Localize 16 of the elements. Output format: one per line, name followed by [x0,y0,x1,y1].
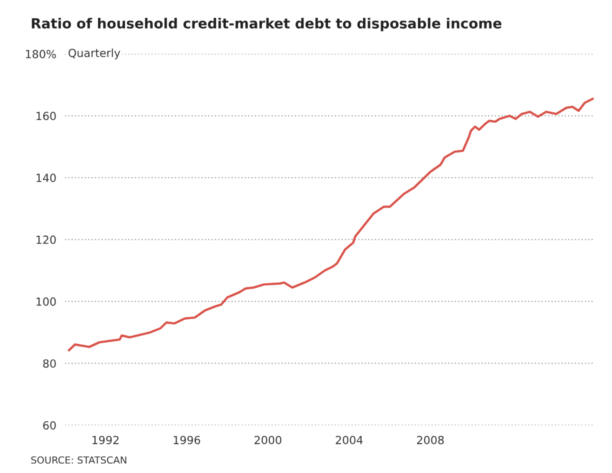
line-series [68,98,594,352]
y-tick-label: 60 [43,421,56,430]
y-tick-label: 180% [26,50,56,58]
x-tick-label: 2000 [254,436,282,444]
y-tick-label: 160 [36,112,56,120]
y-tick-label: 140 [36,174,56,182]
x-tick-label: 1996 [174,436,200,444]
y-tick-label: 80 [43,359,56,368]
x-tick-label: 2008 [417,436,444,444]
y-tick-label: 100 [36,297,56,306]
chart-title: Ratio of household credit-market debt to disposable income [32,18,502,32]
annotation: Quarterly [68,48,120,60]
x-tick-label: 1992 [92,436,119,444]
y-tick-label: 120 [36,236,56,244]
source-note: SOURCE: STATSCAN [31,456,126,464]
x-tick-label: 2004 [336,436,363,444]
